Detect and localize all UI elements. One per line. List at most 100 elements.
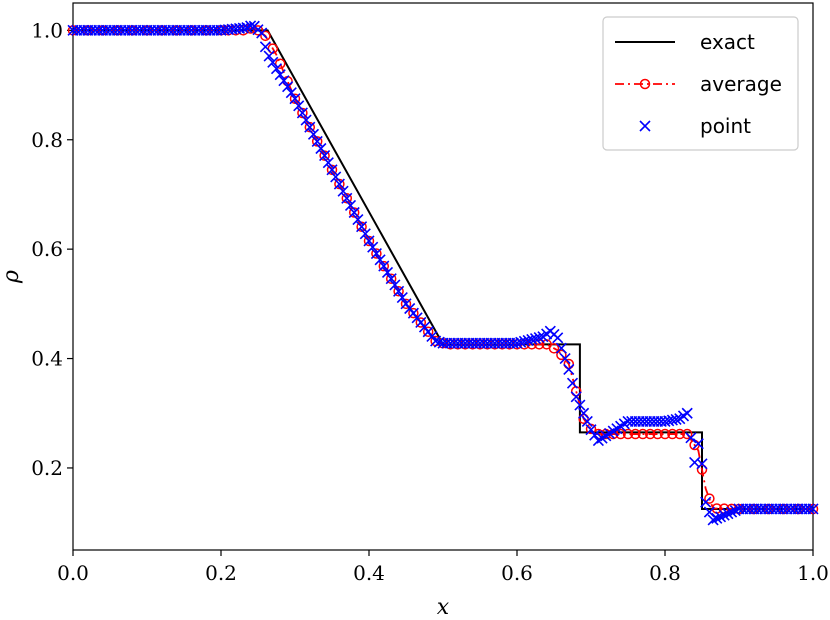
point-marker — [555, 342, 567, 354]
point-marker — [285, 87, 297, 99]
point-marker — [714, 511, 727, 523]
point-marker — [578, 407, 590, 419]
point-marker — [681, 407, 693, 419]
average-point — [274, 58, 286, 69]
series-point — [67, 20, 819, 526]
point-marker — [319, 150, 331, 162]
point-marker — [700, 496, 712, 508]
x-tick-label: 0.0 — [57, 561, 89, 585]
point-marker — [563, 363, 575, 376]
average-point — [400, 298, 412, 310]
y-tick-label: 0.4 — [31, 347, 63, 371]
x-tick-label: 0.8 — [649, 561, 681, 585]
point-marker — [726, 506, 738, 518]
average-point — [622, 428, 634, 440]
x-tick-label: 0.2 — [205, 561, 237, 585]
average-point — [393, 286, 404, 297]
y-tick-label: 0.6 — [31, 237, 63, 261]
point-marker — [566, 377, 579, 389]
point-marker — [522, 334, 534, 346]
point-marker — [270, 63, 283, 75]
legend-marker-point — [639, 120, 651, 132]
point-marker — [381, 266, 394, 278]
point-marker — [300, 114, 312, 126]
average-point — [630, 428, 641, 440]
point-marker — [518, 335, 530, 347]
series-layer — [67, 20, 819, 526]
point-marker — [803, 503, 815, 515]
point-marker — [570, 391, 582, 403]
x-axis-label: x — [437, 595, 450, 620]
average-point — [408, 307, 419, 319]
average-point — [548, 343, 560, 354]
point-marker — [315, 142, 327, 155]
average-point — [667, 428, 678, 440]
legend: exact average point — [602, 16, 799, 151]
point-marker — [304, 121, 316, 133]
point-marker — [326, 164, 338, 176]
point-marker — [333, 178, 345, 190]
x-tick-label: 0.6 — [501, 561, 533, 585]
y-tick-label: 0.2 — [31, 456, 63, 480]
point-marker — [274, 69, 286, 81]
point-marker — [396, 291, 408, 304]
point-marker — [289, 93, 301, 105]
point-marker — [374, 254, 386, 266]
point-marker — [311, 135, 323, 147]
point-marker — [363, 235, 375, 247]
average-point — [652, 428, 663, 440]
average-point — [385, 273, 397, 284]
legend-marker-average — [639, 78, 651, 90]
average-point — [704, 493, 715, 504]
point-marker — [348, 206, 360, 219]
point-marker — [263, 50, 275, 62]
point-marker — [526, 333, 538, 346]
point-marker — [807, 503, 819, 515]
point-marker — [393, 285, 405, 297]
point-marker — [370, 247, 382, 260]
point-marker — [256, 27, 268, 39]
average-point — [378, 260, 390, 272]
point-marker — [511, 337, 523, 349]
average-point — [519, 339, 530, 350]
point-marker — [581, 415, 593, 428]
y-axis-label: ρ — [0, 270, 24, 284]
point-marker — [259, 41, 271, 53]
point-marker — [718, 509, 730, 521]
average-point — [674, 428, 686, 440]
average-point — [637, 428, 649, 440]
y-tick-label: 1.0 — [31, 18, 63, 42]
point-marker — [307, 128, 320, 140]
point-marker — [685, 432, 697, 444]
x-tick-label: 0.4 — [353, 561, 385, 585]
point-marker — [378, 260, 390, 272]
point-marker — [385, 273, 397, 285]
x-tick-label: 1.0 — [797, 561, 829, 585]
point-marker — [278, 75, 290, 87]
point-marker — [711, 512, 723, 524]
point-marker — [341, 192, 353, 204]
point-marker — [533, 332, 545, 344]
point-marker — [282, 81, 294, 93]
average-point — [696, 464, 708, 475]
average-point — [415, 317, 427, 328]
legend-label-point: point — [700, 114, 751, 138]
legend-entry-average: average — [615, 72, 782, 96]
legend-label-exact: exact — [700, 30, 755, 54]
point-marker — [529, 332, 542, 345]
average-point — [556, 349, 567, 361]
average-point — [659, 428, 671, 440]
average-point — [422, 326, 434, 337]
point-marker — [574, 399, 586, 411]
legend-entry-exact: exact — [615, 30, 755, 54]
point-marker — [296, 107, 308, 119]
point-marker — [559, 352, 571, 365]
point-marker — [552, 332, 564, 344]
point-marker — [515, 336, 527, 348]
average-point — [237, 25, 249, 36]
legend-entry-point: point — [639, 114, 751, 138]
point-marker — [389, 279, 401, 291]
point-marker — [359, 228, 371, 240]
